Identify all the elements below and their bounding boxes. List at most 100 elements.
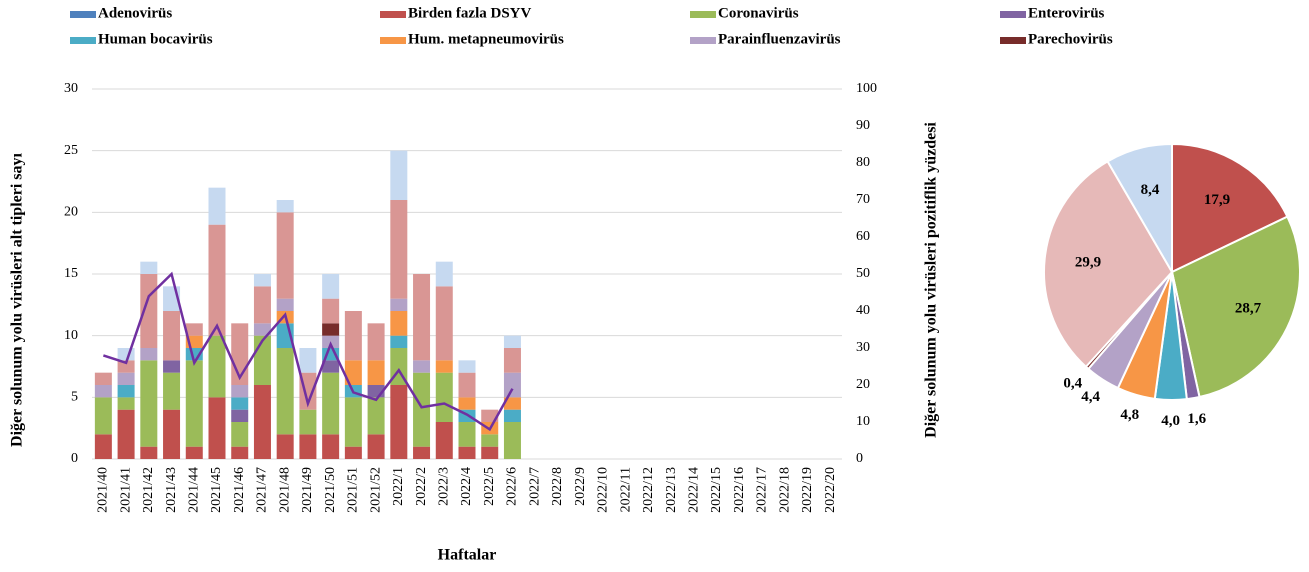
- x-tick-label: 2022/4: [459, 467, 474, 506]
- bar-segment: [140, 446, 158, 459]
- bar-segment: [458, 397, 476, 410]
- bar-segment: [435, 261, 453, 287]
- x-tick-label: 2022/12: [641, 467, 656, 513]
- bar-segment: [231, 385, 249, 398]
- bar-segment: [503, 422, 521, 459]
- y-tick-label: 5: [71, 390, 78, 405]
- bar-segment: [413, 360, 431, 373]
- bar-segment: [231, 409, 249, 422]
- bar-segment: [185, 360, 203, 447]
- bar-segment: [413, 446, 431, 459]
- bar-segment: [390, 200, 408, 299]
- x-tick-label: 2021/41: [118, 467, 133, 513]
- bar-segment: [481, 434, 499, 447]
- x-tick-label: 2022/15: [709, 467, 724, 513]
- pie-slice: [1171, 142, 1289, 274]
- x-tick-label: 2022/9: [573, 467, 588, 506]
- x-tick-label: 2021/51: [346, 467, 361, 513]
- bar-segment: [503, 397, 521, 410]
- bar-segment: [276, 212, 294, 299]
- bar-segment: [117, 360, 135, 373]
- x-tick-label: 2021/50: [323, 467, 338, 513]
- x-tick-label: 2022/20: [823, 467, 838, 513]
- bar-segment: [94, 434, 112, 459]
- bar-segment: [322, 434, 340, 459]
- x-tick-label: 2021/52: [368, 467, 383, 513]
- y2-tick-label: 20: [856, 377, 870, 392]
- y-tick-label: 0: [71, 451, 78, 466]
- legend-swatch: [380, 37, 406, 44]
- bar-segment: [185, 446, 203, 459]
- bar-segment: [344, 397, 362, 447]
- bar-segment: [458, 360, 476, 373]
- bar-segment: [435, 286, 453, 361]
- bar-segment: [413, 372, 431, 447]
- bar-segment: [94, 385, 112, 398]
- bar-segment: [481, 446, 499, 459]
- y2-tick-label: 0: [856, 451, 863, 466]
- legend-label: Hum. metapneumovirüs: [408, 31, 564, 47]
- y-tick-label: 10: [64, 328, 78, 343]
- x-tick-label: 2022/8: [550, 467, 565, 506]
- bar-segment: [253, 385, 271, 459]
- bar-segment: [276, 298, 294, 311]
- bar-segment: [163, 409, 181, 459]
- bar-segment: [231, 422, 249, 447]
- pie-label: 29,9: [1075, 255, 1101, 271]
- x-tick-label: 2022/6: [505, 467, 520, 506]
- bar-segment: [140, 261, 158, 274]
- pie-label: 1,6: [1187, 411, 1206, 427]
- bar-segment: [140, 348, 158, 361]
- bar-segment: [435, 372, 453, 422]
- x-tick-label: 2022/3: [436, 467, 451, 506]
- bar-segment: [458, 372, 476, 398]
- x-tick-label: 2022/11: [618, 467, 633, 512]
- bar-segment: [503, 409, 521, 422]
- pie-slice: [1106, 142, 1173, 276]
- bar-segment: [299, 409, 317, 435]
- bar-segment: [503, 372, 521, 398]
- legend-label: Coronavirüs: [718, 5, 799, 21]
- bar-segment: [94, 397, 112, 435]
- pie-label: 4,0: [1161, 413, 1180, 429]
- line: [102, 271, 514, 432]
- y2-tick-label: 10: [856, 414, 870, 429]
- bar-segment: [503, 335, 521, 348]
- bar-segment: [435, 360, 453, 373]
- bar-segment: [390, 311, 408, 336]
- legend-swatch: [380, 11, 406, 18]
- bar-segment: [390, 298, 408, 311]
- bar-segment: [367, 397, 385, 435]
- bar-segment: [117, 409, 135, 459]
- bar-segment: [208, 397, 226, 459]
- x-tick-label: 2021/40: [96, 467, 111, 513]
- bar-segment: [253, 335, 271, 385]
- pie-label: 28,7: [1235, 300, 1262, 316]
- x-axis-title: Haftalar: [438, 547, 497, 564]
- pie-label: 4,4: [1081, 389, 1100, 405]
- bar-segment: [231, 397, 249, 410]
- x-tick-label: 2022/13: [664, 467, 679, 513]
- y2-tick-label: 60: [856, 229, 870, 244]
- x-tick-label: 2022/17: [755, 467, 770, 513]
- bar-segment: [344, 446, 362, 459]
- x-tick-label: 2022/10: [596, 467, 611, 513]
- pie-slice: [1043, 160, 1174, 369]
- x-tick-label: 2021/44: [186, 467, 201, 513]
- x-tick-label: 2022/5: [482, 467, 497, 506]
- bar-segment: [390, 335, 408, 348]
- legend-swatch: [690, 37, 716, 44]
- legend-swatch: [690, 11, 716, 18]
- legend-label: Adenovirüs: [98, 5, 172, 21]
- bar-segment: [208, 187, 226, 225]
- bar-segment: [276, 348, 294, 435]
- bar-segment: [117, 385, 135, 398]
- legend-swatch: [70, 11, 96, 18]
- bar-segment: [390, 150, 408, 200]
- bar-segment: [367, 360, 385, 385]
- y2-tick-label: 50: [856, 266, 870, 281]
- bar-segment: [231, 446, 249, 459]
- bar-segment: [94, 372, 112, 385]
- bar-segment: [140, 360, 158, 447]
